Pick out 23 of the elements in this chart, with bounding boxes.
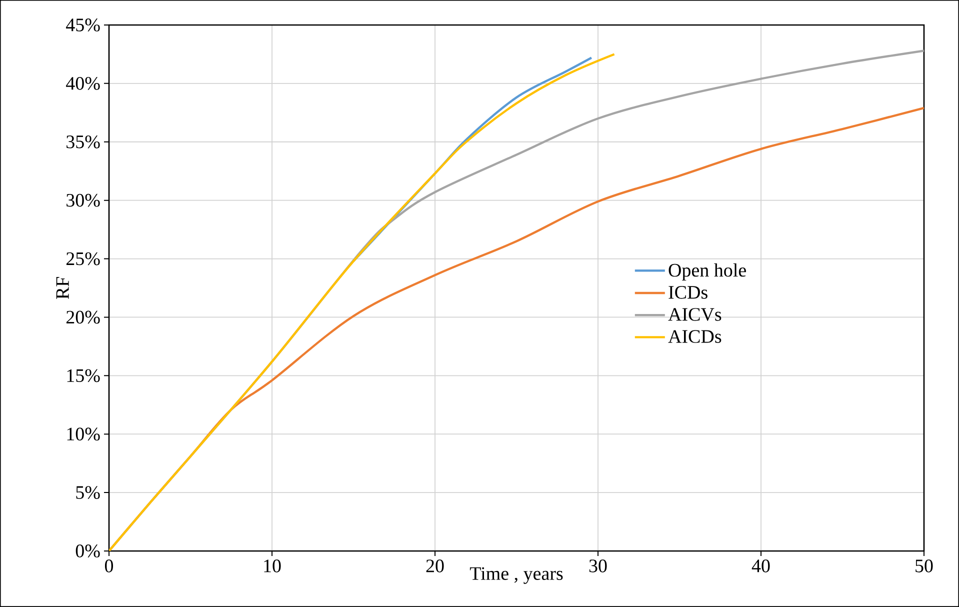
y-tick-label: 0% — [76, 544, 100, 558]
x-tick-label: 0 — [104, 560, 114, 572]
y-tick-label: 40% — [66, 77, 100, 90]
x-tick-label: 10 — [264, 560, 281, 572]
y-tick-label: 10% — [67, 428, 100, 441]
y-tick-label: 35% — [66, 135, 100, 148]
line-series — [109, 53, 616, 551]
x-tick-label: 30 — [589, 560, 607, 572]
legend-label: ICDs — [668, 286, 708, 299]
y-tick-label: 15% — [67, 369, 100, 382]
x-axis-title: Time , years — [470, 567, 563, 584]
legend-label: Open hole — [668, 263, 746, 281]
x-tick-label: 40 — [752, 560, 770, 572]
legend-label: AICVs — [668, 308, 722, 321]
y-axis-title: RF — [56, 277, 69, 300]
x-tick-label: 20 — [426, 560, 444, 572]
legend-label: AICDs — [668, 330, 722, 343]
y-tick-label: 45% — [66, 18, 100, 32]
x-tick-label: 50 — [916, 560, 933, 572]
y-tick-label: 5% — [76, 486, 100, 499]
y-tick-label: 30% — [66, 194, 100, 207]
y-tick-label: 25% — [66, 252, 100, 266]
y-tick-label: 20% — [66, 310, 100, 324]
